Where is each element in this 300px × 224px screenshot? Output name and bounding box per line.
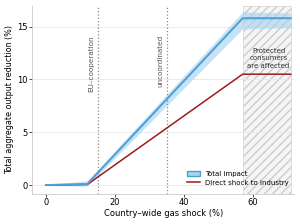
- Y-axis label: Total aggregate output reduction (%): Total aggregate output reduction (%): [6, 25, 15, 174]
- Text: EU–cooperation: EU–cooperation: [88, 35, 94, 92]
- Text: Protected
consumers
are affected: Protected consumers are affected: [248, 48, 290, 69]
- Legend: Total impact, Direct shock to industry: Total impact, Direct shock to industry: [185, 169, 291, 188]
- X-axis label: Country–wide gas shock (%): Country–wide gas shock (%): [103, 209, 223, 218]
- Text: uncoordinated: uncoordinated: [157, 35, 163, 87]
